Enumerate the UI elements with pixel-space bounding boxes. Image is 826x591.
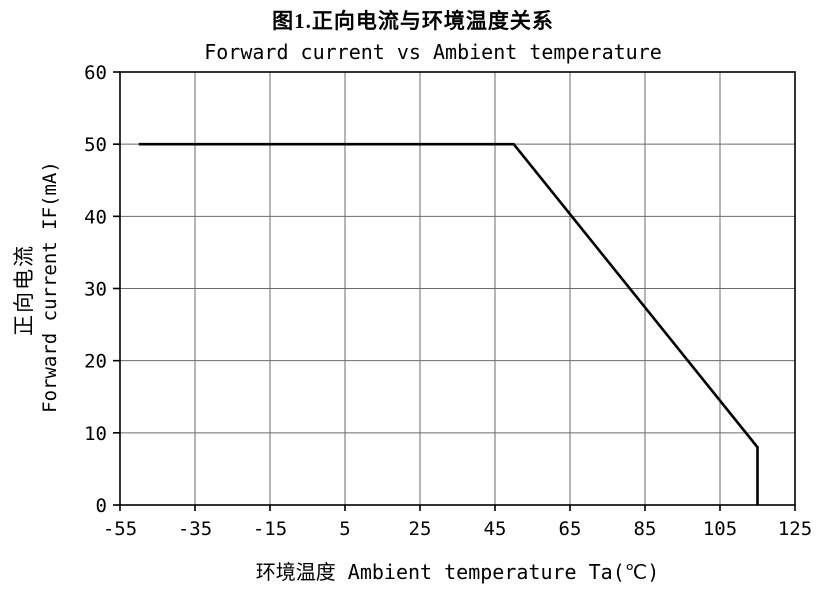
- y-tick-label: 40: [84, 206, 107, 228]
- x-tick-label: 25: [409, 518, 432, 540]
- chart-subtitle: Forward current vs Ambient temperature: [204, 40, 662, 64]
- x-tick-label: -35: [178, 518, 212, 540]
- series-line: [138, 142, 759, 505]
- y-tick-label: 50: [84, 134, 107, 156]
- x-tick-label: 45: [484, 518, 507, 540]
- x-tick-label: -55: [103, 518, 137, 540]
- x-axis-label: 环境温度 Ambient temperature Ta(℃): [255, 560, 660, 584]
- x-tick-label: 5: [339, 518, 350, 540]
- x-tick-label: 85: [634, 518, 657, 540]
- chart-title: 图1.正向电流与环境温度关系: [272, 9, 554, 33]
- y-tick-label: 10: [84, 423, 107, 445]
- y-tick-label: 30: [84, 279, 107, 301]
- y-tick-label: 0: [96, 495, 107, 517]
- x-tick-label: 105: [703, 518, 737, 540]
- x-tick-label: 65: [559, 518, 582, 540]
- x-tick-label: 125: [778, 518, 812, 540]
- x-tick-label: -15: [253, 518, 287, 540]
- y-tick-label: 60: [84, 62, 107, 84]
- y-tick-label: 20: [84, 351, 107, 373]
